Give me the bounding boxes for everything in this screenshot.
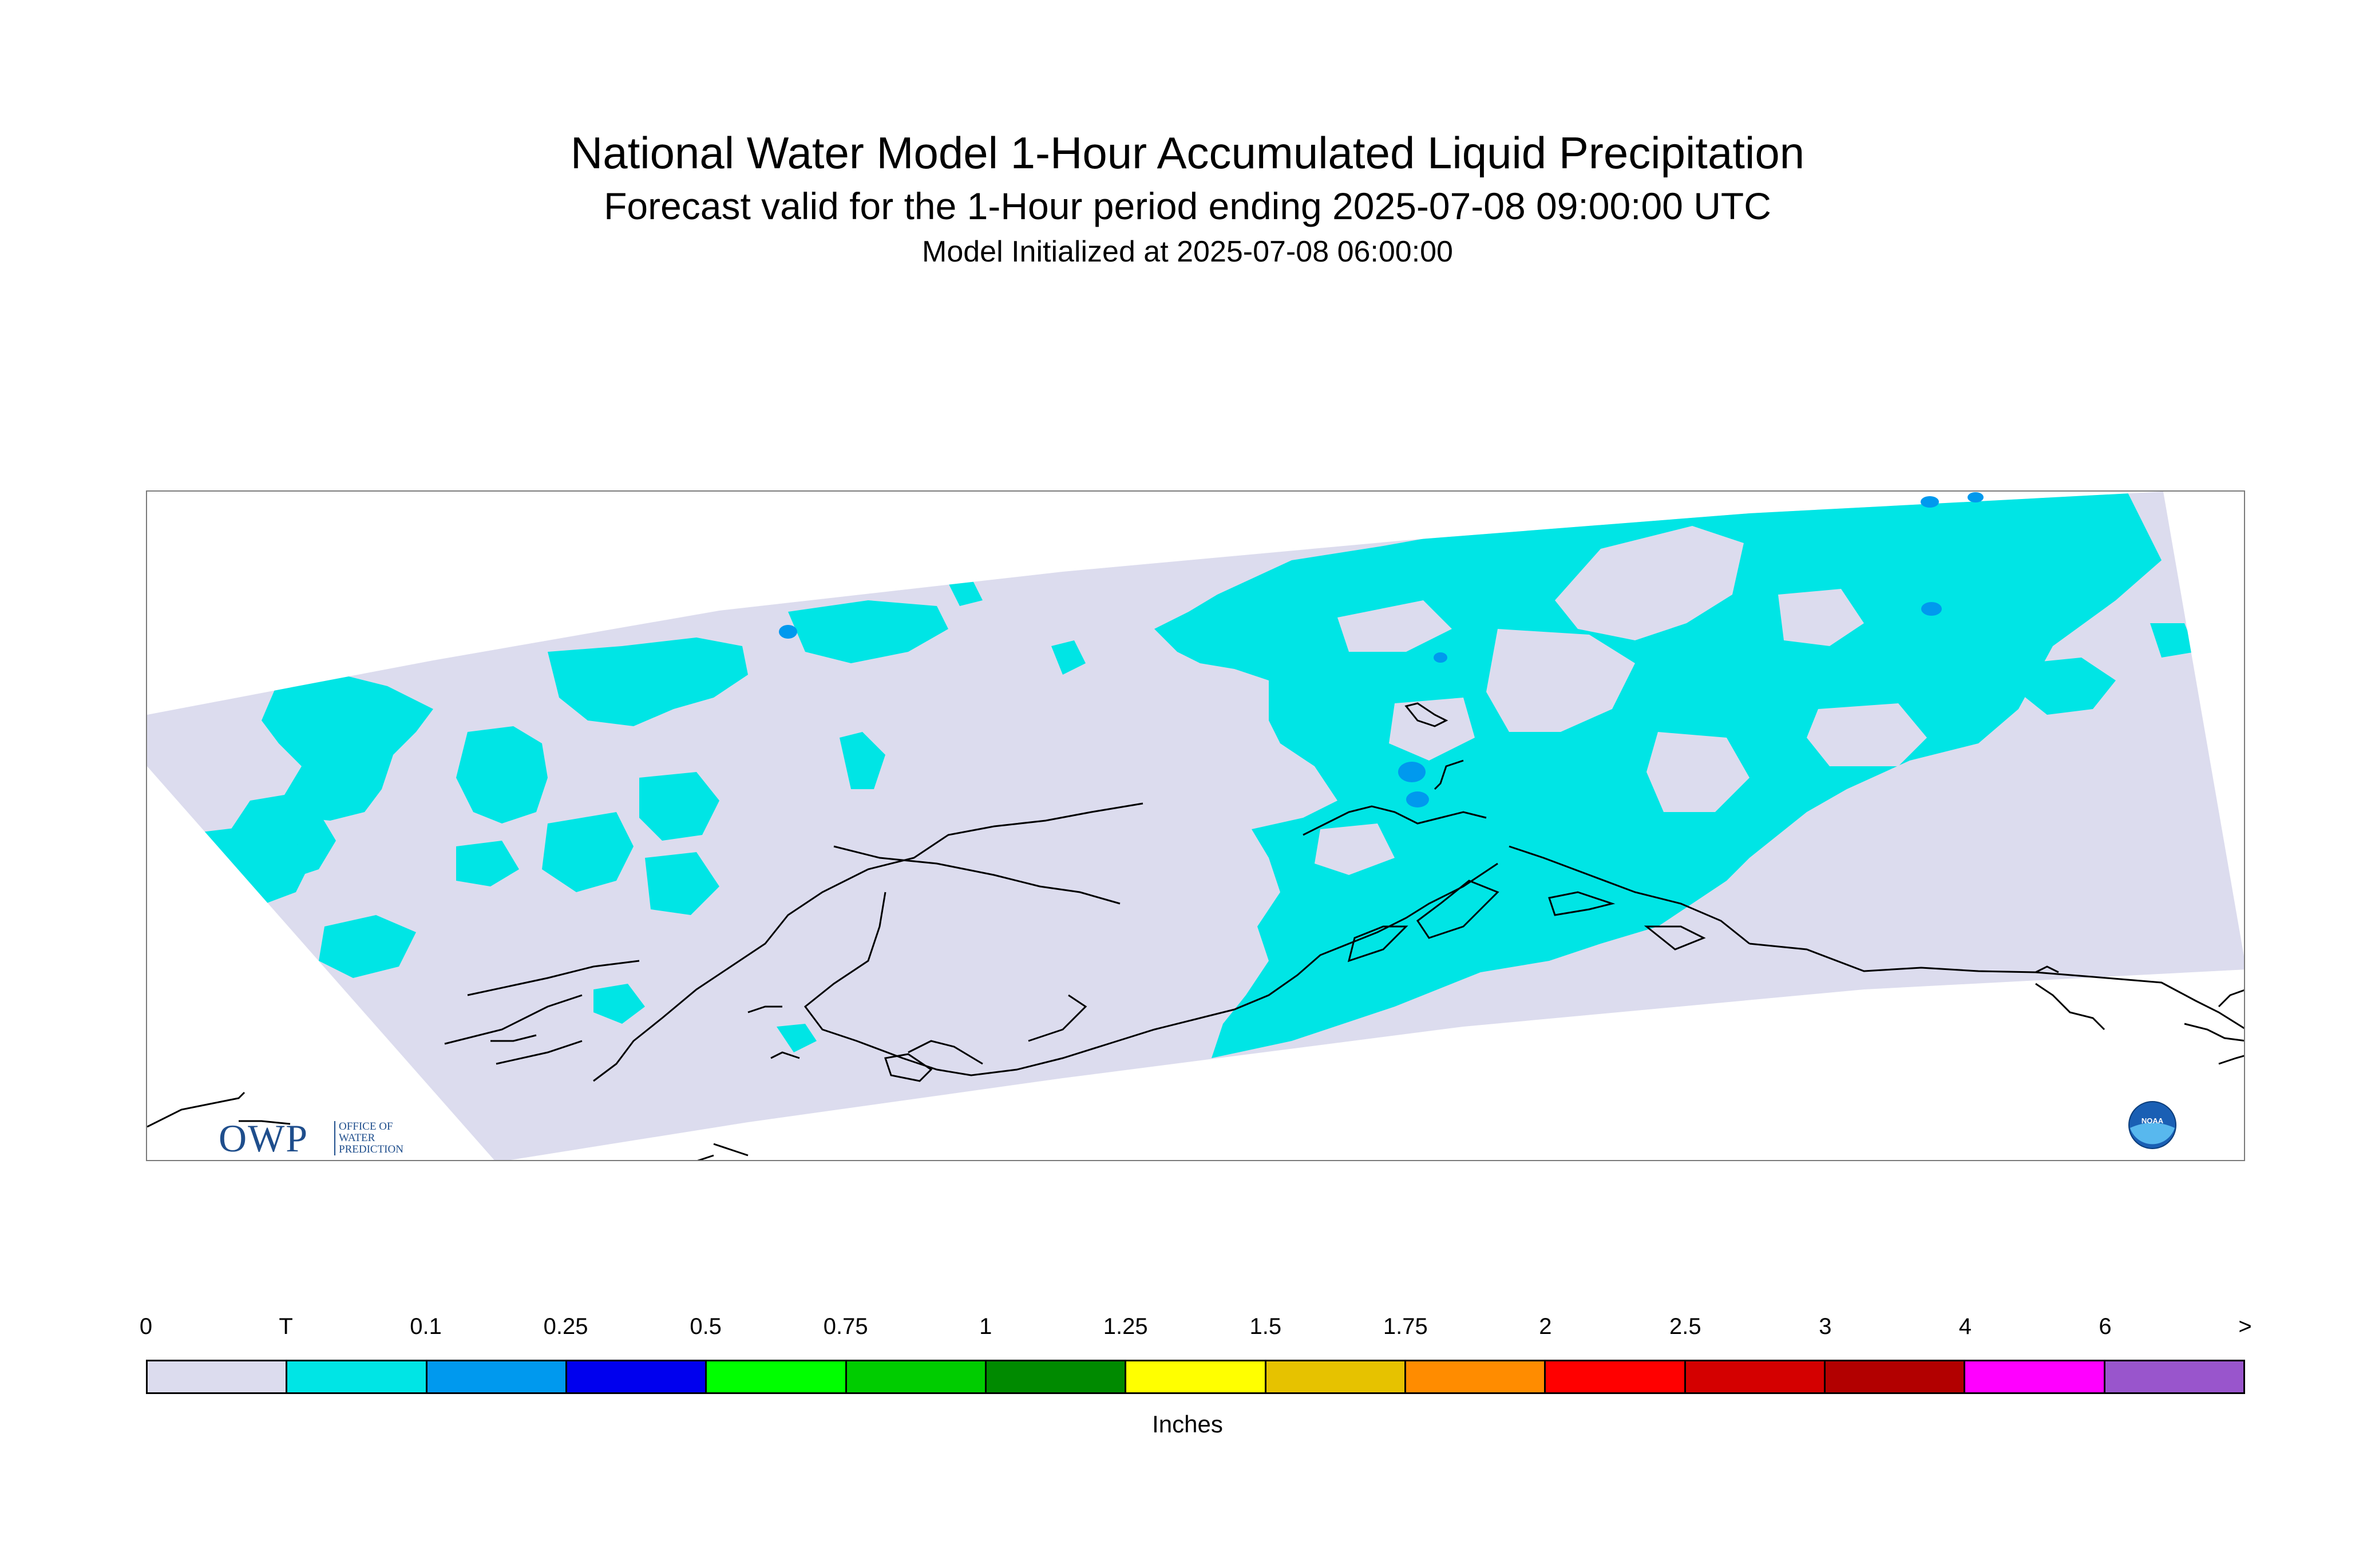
legend-tick-label: 0.5	[690, 1314, 722, 1339]
svg-text:NOAA: NOAA	[2142, 1116, 2164, 1125]
legend-tick-label: 1	[979, 1314, 992, 1339]
legend-tick-label: 6	[2099, 1314, 2112, 1339]
precipitation-map	[147, 492, 2244, 1160]
legend-swatch	[1406, 1361, 1546, 1392]
legend-tick-label: 0	[139, 1314, 153, 1339]
legend-colorbar	[146, 1360, 2245, 1394]
legend-swatch	[287, 1361, 428, 1392]
light-precip-spots	[779, 492, 1984, 807]
owp-letters: OWP	[219, 1116, 309, 1160]
map-panel: OWP OFFICE OF WATER PREDICTION NOAA	[146, 490, 2245, 1161]
forecast-subtitle: Forecast valid for the 1-Hour period end…	[604, 185, 1771, 227]
noaa-logo: NOAA	[2128, 1101, 2176, 1149]
legend-units: Inches	[1152, 1411, 1223, 1438]
legend-tick-label: 0.25	[543, 1314, 588, 1339]
legend-tick-label: 1.5	[1249, 1314, 1282, 1339]
coastlines	[147, 702, 2244, 1160]
map-title: National Water Model 1-Hour Accumulated …	[570, 128, 1805, 178]
dry-holes	[1315, 526, 1927, 875]
legend-swatch	[986, 1361, 1127, 1392]
legend-swatch	[567, 1361, 707, 1392]
legend-swatch	[1126, 1361, 1266, 1392]
legend-swatch	[846, 1361, 987, 1392]
legend-swatch	[1825, 1361, 1966, 1392]
legend-tick-label: 3	[1819, 1314, 1832, 1339]
legend-swatch	[707, 1361, 847, 1392]
legend-swatch	[1965, 1361, 2105, 1392]
legend-swatch	[427, 1361, 567, 1392]
legend-tick-label: 1.25	[1103, 1314, 1148, 1339]
legend-swatch	[1266, 1361, 1406, 1392]
owp-logo: OWP OFFICE OF WATER PREDICTION	[219, 1115, 459, 1160]
legend-swatch	[148, 1361, 288, 1392]
legend-tick-label: 2	[1539, 1314, 1552, 1339]
legend-tick-label: >	[2238, 1314, 2252, 1339]
legend-tick-label: 0.75	[823, 1314, 868, 1339]
legend-tick-label: 4	[1958, 1314, 1972, 1339]
owp-text: OFFICE OF WATER PREDICTION	[334, 1121, 403, 1155]
legend-tick-label: 2.5	[1669, 1314, 1701, 1339]
legend-tick-label: 1.75	[1383, 1314, 1428, 1339]
legend-tick-label: 0.1	[410, 1314, 442, 1339]
legend-swatch	[2105, 1361, 2243, 1392]
init-time: Model Initialized at 2025-07-08 06:00:00	[922, 235, 1453, 268]
legend-tick-label: T	[279, 1314, 293, 1339]
legend-swatch	[1685, 1361, 1826, 1392]
legend-swatch	[1546, 1361, 1686, 1392]
